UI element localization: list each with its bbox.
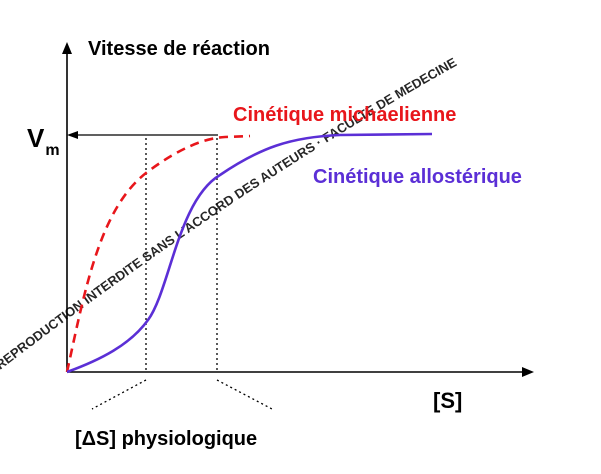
delta-s-guides bbox=[91, 138, 273, 410]
delta-s-label: [ΔS] physiologique bbox=[75, 428, 257, 450]
watermark: REPRODUCTION INTERDITE SANS L'ACCORD DES… bbox=[0, 54, 459, 372]
y-axis-label: Vitesse de réaction bbox=[88, 38, 270, 60]
allosteric-curve bbox=[66, 132, 433, 374]
brace-right bbox=[216, 379, 273, 410]
brace-left bbox=[91, 379, 147, 410]
vm-arrowhead bbox=[67, 131, 78, 139]
x-axis-arrowhead bbox=[522, 367, 534, 377]
michaelian-label: Cinétique michaelienne bbox=[233, 104, 456, 126]
y-axis-arrowhead bbox=[62, 42, 72, 54]
allosteric-label: Cinétique allostérique bbox=[313, 166, 522, 188]
vm-reference bbox=[67, 131, 218, 139]
watermark-text: REPRODUCTION INTERDITE SANS L'ACCORD DES… bbox=[0, 54, 459, 372]
vm-main: V bbox=[27, 123, 45, 153]
axes bbox=[62, 42, 534, 377]
x-axis-label: [S] bbox=[433, 388, 462, 413]
vm-label: Vm bbox=[27, 123, 60, 159]
vm-subscript: m bbox=[45, 142, 59, 159]
michaelian-curve bbox=[65, 134, 251, 373]
